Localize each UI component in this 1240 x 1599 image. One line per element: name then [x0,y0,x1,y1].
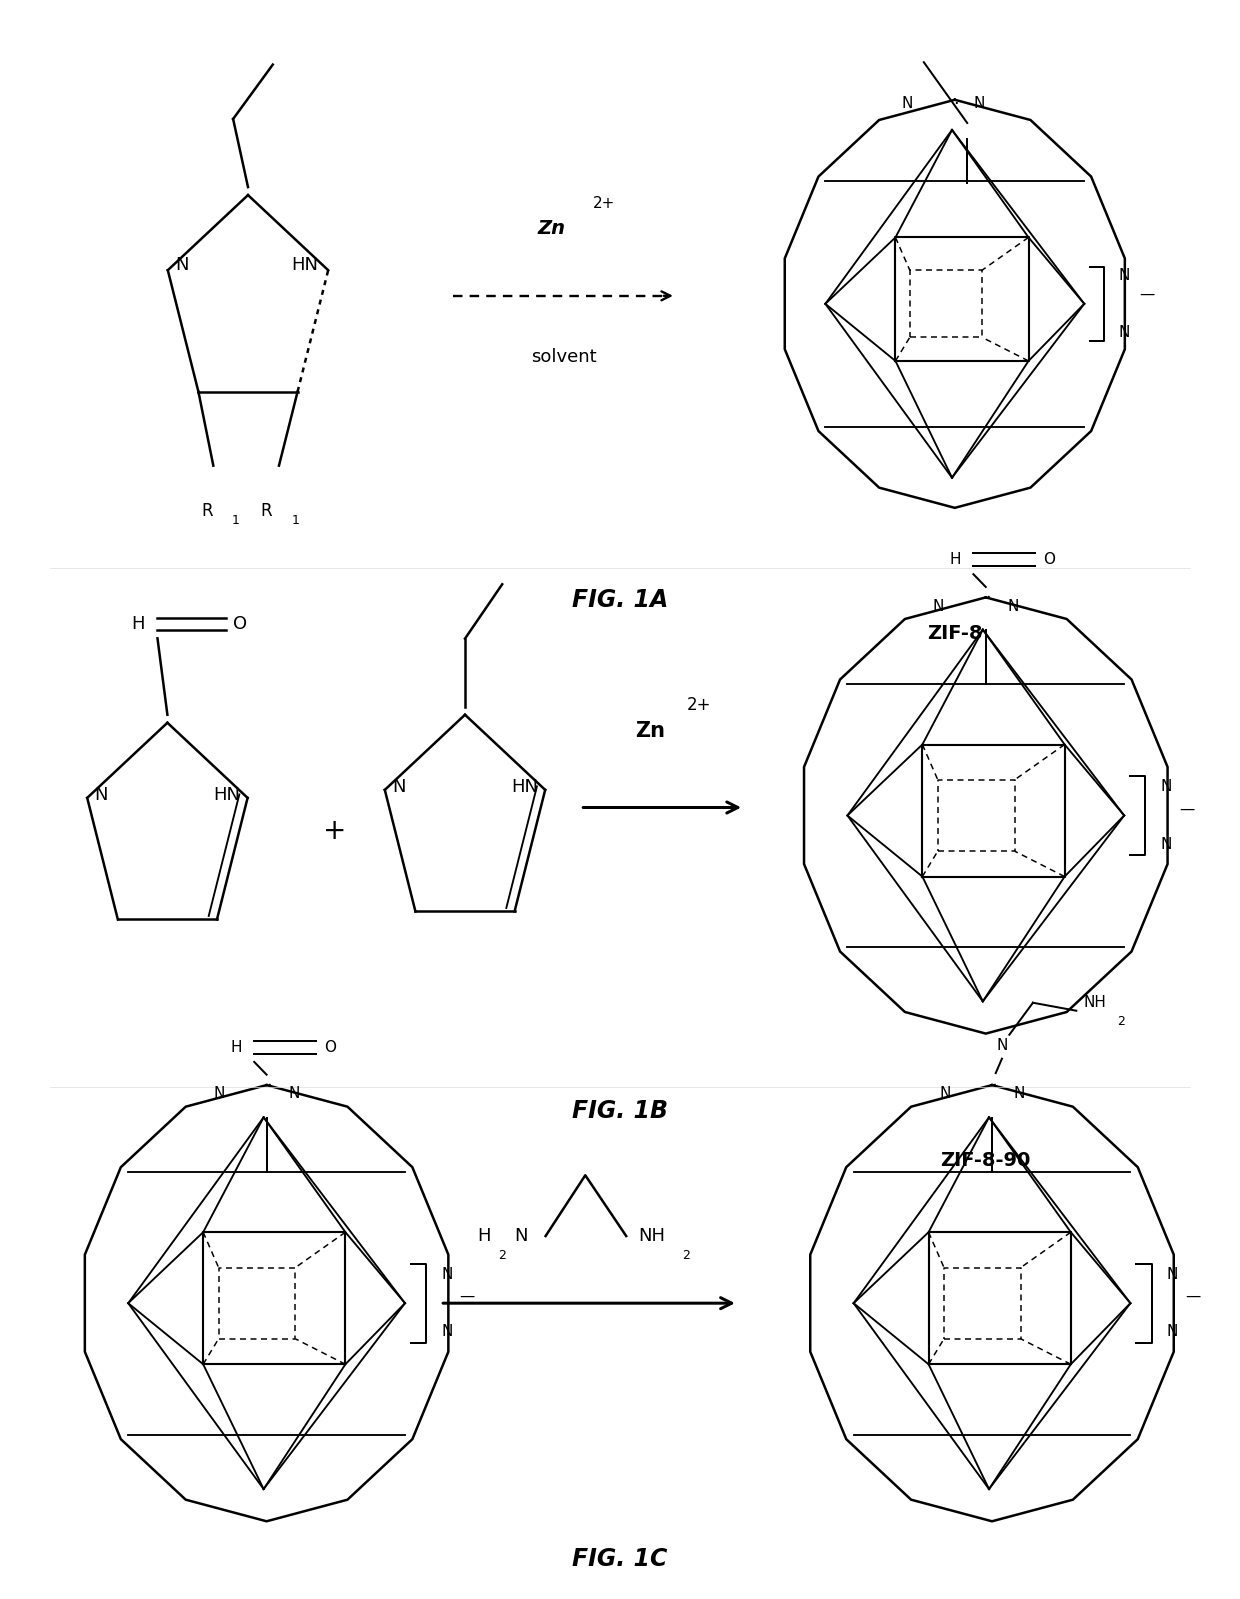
Text: N: N [175,256,188,275]
Text: N: N [392,777,405,796]
Text: R: R [260,502,273,520]
Text: N: N [515,1226,527,1246]
Text: —: — [460,1289,475,1305]
Text: —: — [1185,1289,1200,1305]
Text: ZIF-8: ZIF-8 [928,624,982,643]
Text: 2+: 2+ [687,696,712,715]
Text: N: N [939,1086,951,1102]
Text: Zn: Zn [538,219,565,238]
Text: N: N [996,1038,1008,1054]
Text: O: O [324,1039,336,1055]
Text: N: N [973,96,986,112]
Text: N: N [1167,1266,1178,1282]
Text: H: H [231,1039,242,1055]
Text: N: N [901,96,914,112]
Text: R: R [201,502,213,520]
Text: HN: HN [511,777,538,796]
Text: O: O [1043,552,1055,568]
Text: —: — [1138,286,1154,302]
Text: ·: · [986,588,991,608]
Text: NH: NH [639,1226,666,1246]
Text: N: N [288,1086,300,1102]
Text: N: N [213,1086,226,1102]
Text: N: N [1161,836,1172,852]
Text: N: N [1118,325,1131,341]
Text: O: O [233,616,247,633]
Text: N: N [1013,1086,1025,1102]
Text: 1: 1 [291,513,299,526]
Text: HN: HN [291,256,319,275]
Text: N: N [94,785,108,804]
Text: ·: · [992,1076,997,1095]
Text: N: N [1007,598,1019,614]
Text: H: H [477,1226,490,1246]
Text: NH: NH [1084,995,1106,1011]
Text: N: N [1118,267,1131,283]
Text: FIG. 1C: FIG. 1C [573,1546,667,1572]
Text: ZIF-8-90: ZIF-8-90 [941,1151,1030,1170]
Text: H: H [131,616,145,633]
Text: N: N [1161,779,1172,795]
Text: 2: 2 [1117,1015,1125,1028]
Text: solvent: solvent [532,347,596,366]
Text: +: + [324,817,346,846]
Text: 2+: 2+ [593,195,615,211]
Text: FIG. 1A: FIG. 1A [572,587,668,612]
Text: N: N [441,1266,453,1282]
Text: Zn: Zn [635,721,665,740]
Text: FIG. 1B: FIG. 1B [572,1099,668,1124]
Text: 2: 2 [498,1249,506,1262]
Text: 2: 2 [682,1249,689,1262]
Text: N: N [932,598,945,614]
Text: —: — [1179,801,1194,817]
Text: ·: · [954,94,959,114]
Text: 1: 1 [232,513,239,526]
Text: N: N [441,1324,453,1340]
Text: N: N [1167,1324,1178,1340]
Text: HN: HN [213,785,241,804]
Text: ·: · [267,1076,272,1095]
Text: H: H [950,552,961,568]
